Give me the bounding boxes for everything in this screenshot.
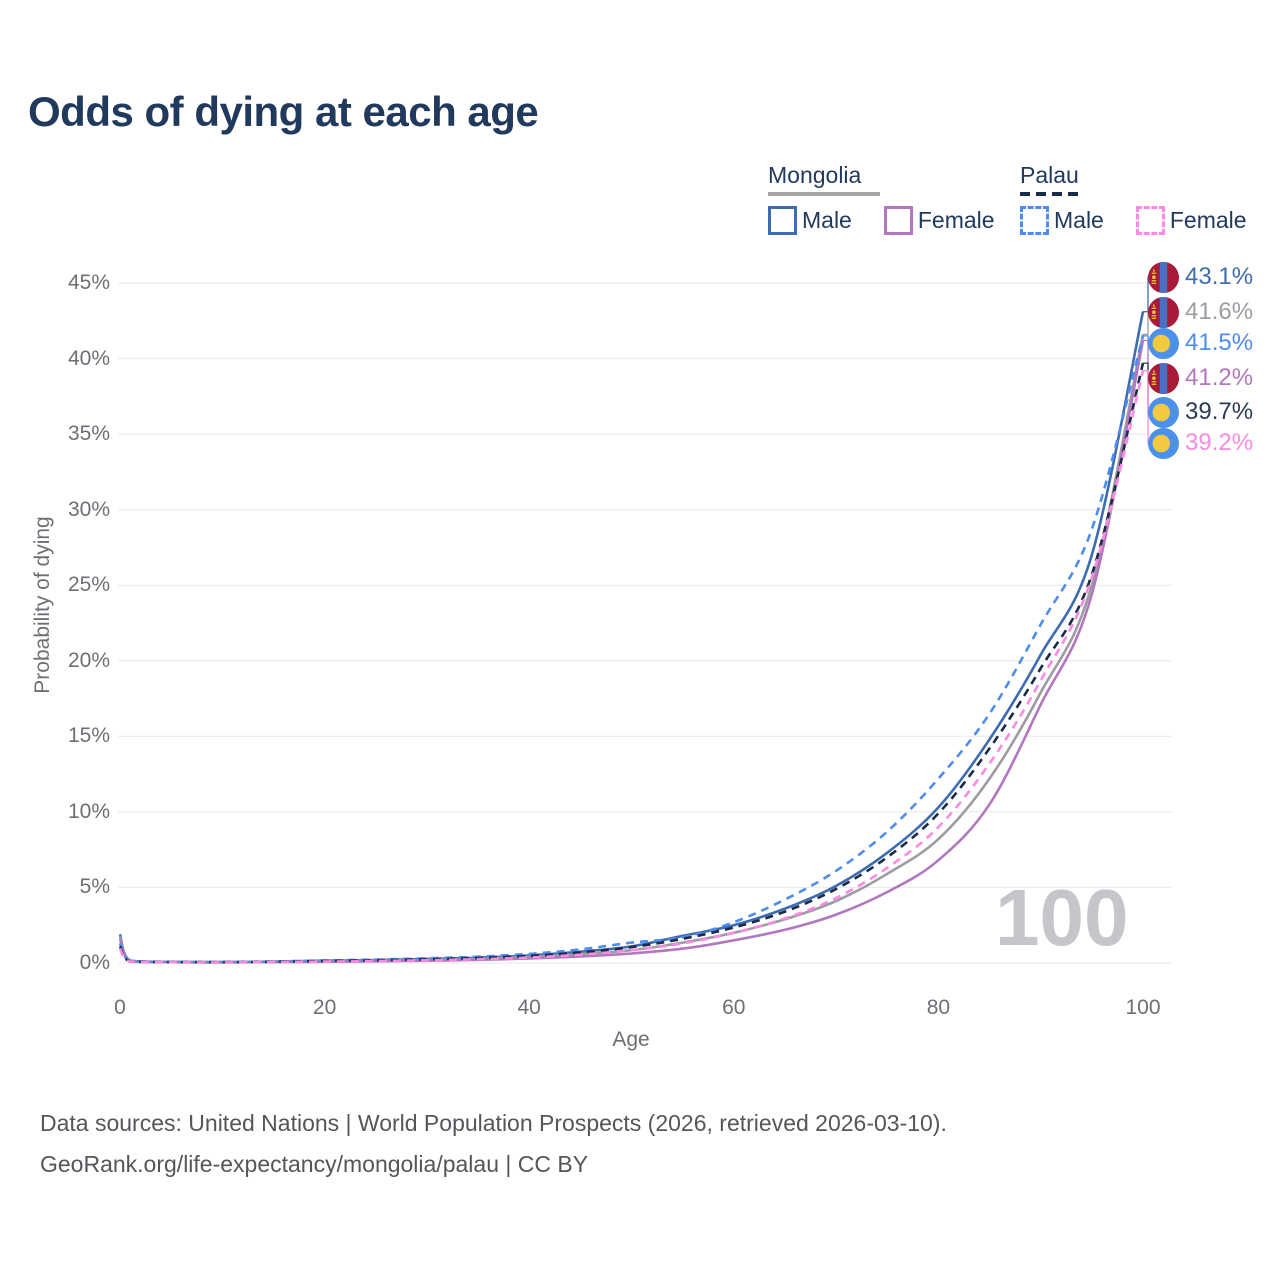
palau-flag-icon (1148, 327, 1179, 359)
x-tick-label: 60 (722, 996, 746, 1019)
end-label-palau-combined: 39.7% (1148, 396, 1253, 428)
palau-flag-icon (1148, 396, 1179, 428)
y-tick-label: 5% (79, 875, 110, 899)
palau-male-swatch[interactable] (1020, 206, 1049, 235)
hover-age-watermark: 100 (995, 873, 1129, 962)
series-line-mongolia-combined[interactable] (118, 334, 1145, 964)
y-tick-label: 30% (67, 497, 110, 521)
mongolia-male-swatch[interactable] (768, 206, 797, 235)
y-tick-label: 10% (67, 799, 110, 823)
y-tick-label: 20% (67, 648, 110, 672)
y-tick-label: 0% (79, 951, 110, 974)
chart-title: Odds of dying at each age (28, 88, 539, 135)
y-tick-label: 35% (67, 422, 110, 446)
y-tick-label: 25% (67, 573, 110, 597)
legend-group-title-palau[interactable]: Palau (1020, 162, 1079, 188)
palau-female-swatch[interactable] (1135, 206, 1165, 235)
series-line-palau-combined[interactable] (118, 362, 1145, 964)
palau-flag-icon (1148, 427, 1179, 459)
legend-item-mongolia-male[interactable]: Male (768, 206, 852, 235)
legend-item-label: Female (1169, 207, 1247, 233)
end-label-mongolia-combined: 41.6% (1148, 296, 1253, 328)
legend-item-label: Female (917, 207, 995, 233)
mongolia-flag-icon (1148, 261, 1179, 293)
series-line-palau-male[interactable] (118, 335, 1145, 964)
mongolia-flag-icon (1148, 362, 1179, 394)
x-tick-label: 40 (517, 996, 541, 1019)
end-label-value: 41.6% (1185, 298, 1254, 325)
series-line-palau-female[interactable] (118, 370, 1145, 964)
end-label-value: 39.2% (1185, 429, 1254, 456)
data-source-line: Data sources: United Nations | World Pop… (40, 1110, 947, 1136)
legend-item-palau-female[interactable]: Female (1135, 206, 1247, 235)
x-tick-label: 0 (114, 996, 126, 1019)
legend-group-mongolia: Mongolia Male Female (768, 162, 1027, 235)
mongolia-female-swatch[interactable] (883, 206, 913, 235)
legend-item-label: Male (802, 207, 852, 233)
palau-combined-line-swatch (1020, 192, 1084, 196)
end-label-palau-male: 41.5% (1148, 327, 1253, 359)
legend-group-title-mongolia[interactable]: Mongolia (768, 162, 862, 188)
y-tick-label: 40% (67, 346, 110, 370)
series-lines (118, 311, 1145, 964)
legend-item-palau-male[interactable]: Male (1020, 206, 1104, 235)
series-line-mongolia-male[interactable] (118, 311, 1145, 964)
end-label-mongolia-female: 41.2% (1148, 362, 1253, 394)
gridlines (118, 282, 1172, 964)
x-tick-label: 100 (1125, 996, 1161, 1019)
end-label-palau-female: 39.2% (1148, 427, 1253, 459)
y-tick-label: 15% (67, 724, 110, 748)
legend-group-palau: Palau Male Female (1020, 162, 1279, 235)
y-tick-label: 45% (67, 271, 110, 294)
legend-item-label: Male (1054, 207, 1104, 233)
end-label-value: 41.5% (1185, 329, 1254, 356)
end-label-value: 39.7% (1185, 398, 1254, 425)
mongolia-combined-line-swatch (768, 192, 880, 196)
end-label-value: 43.1% (1185, 263, 1254, 290)
end-label-value: 41.2% (1185, 364, 1254, 391)
mongolia-flag-icon (1148, 296, 1179, 328)
x-axis-title: Age (612, 1028, 650, 1051)
x-tick-label: 80 (926, 996, 951, 1019)
attribution-line: GeoRank.org/life-expectancy/mongolia/pal… (40, 1151, 589, 1177)
legend-item-mongolia-female[interactable]: Female (883, 206, 995, 235)
x-tick-label: 20 (312, 996, 337, 1019)
end-label-mongolia-male: 43.1% (1148, 261, 1253, 293)
